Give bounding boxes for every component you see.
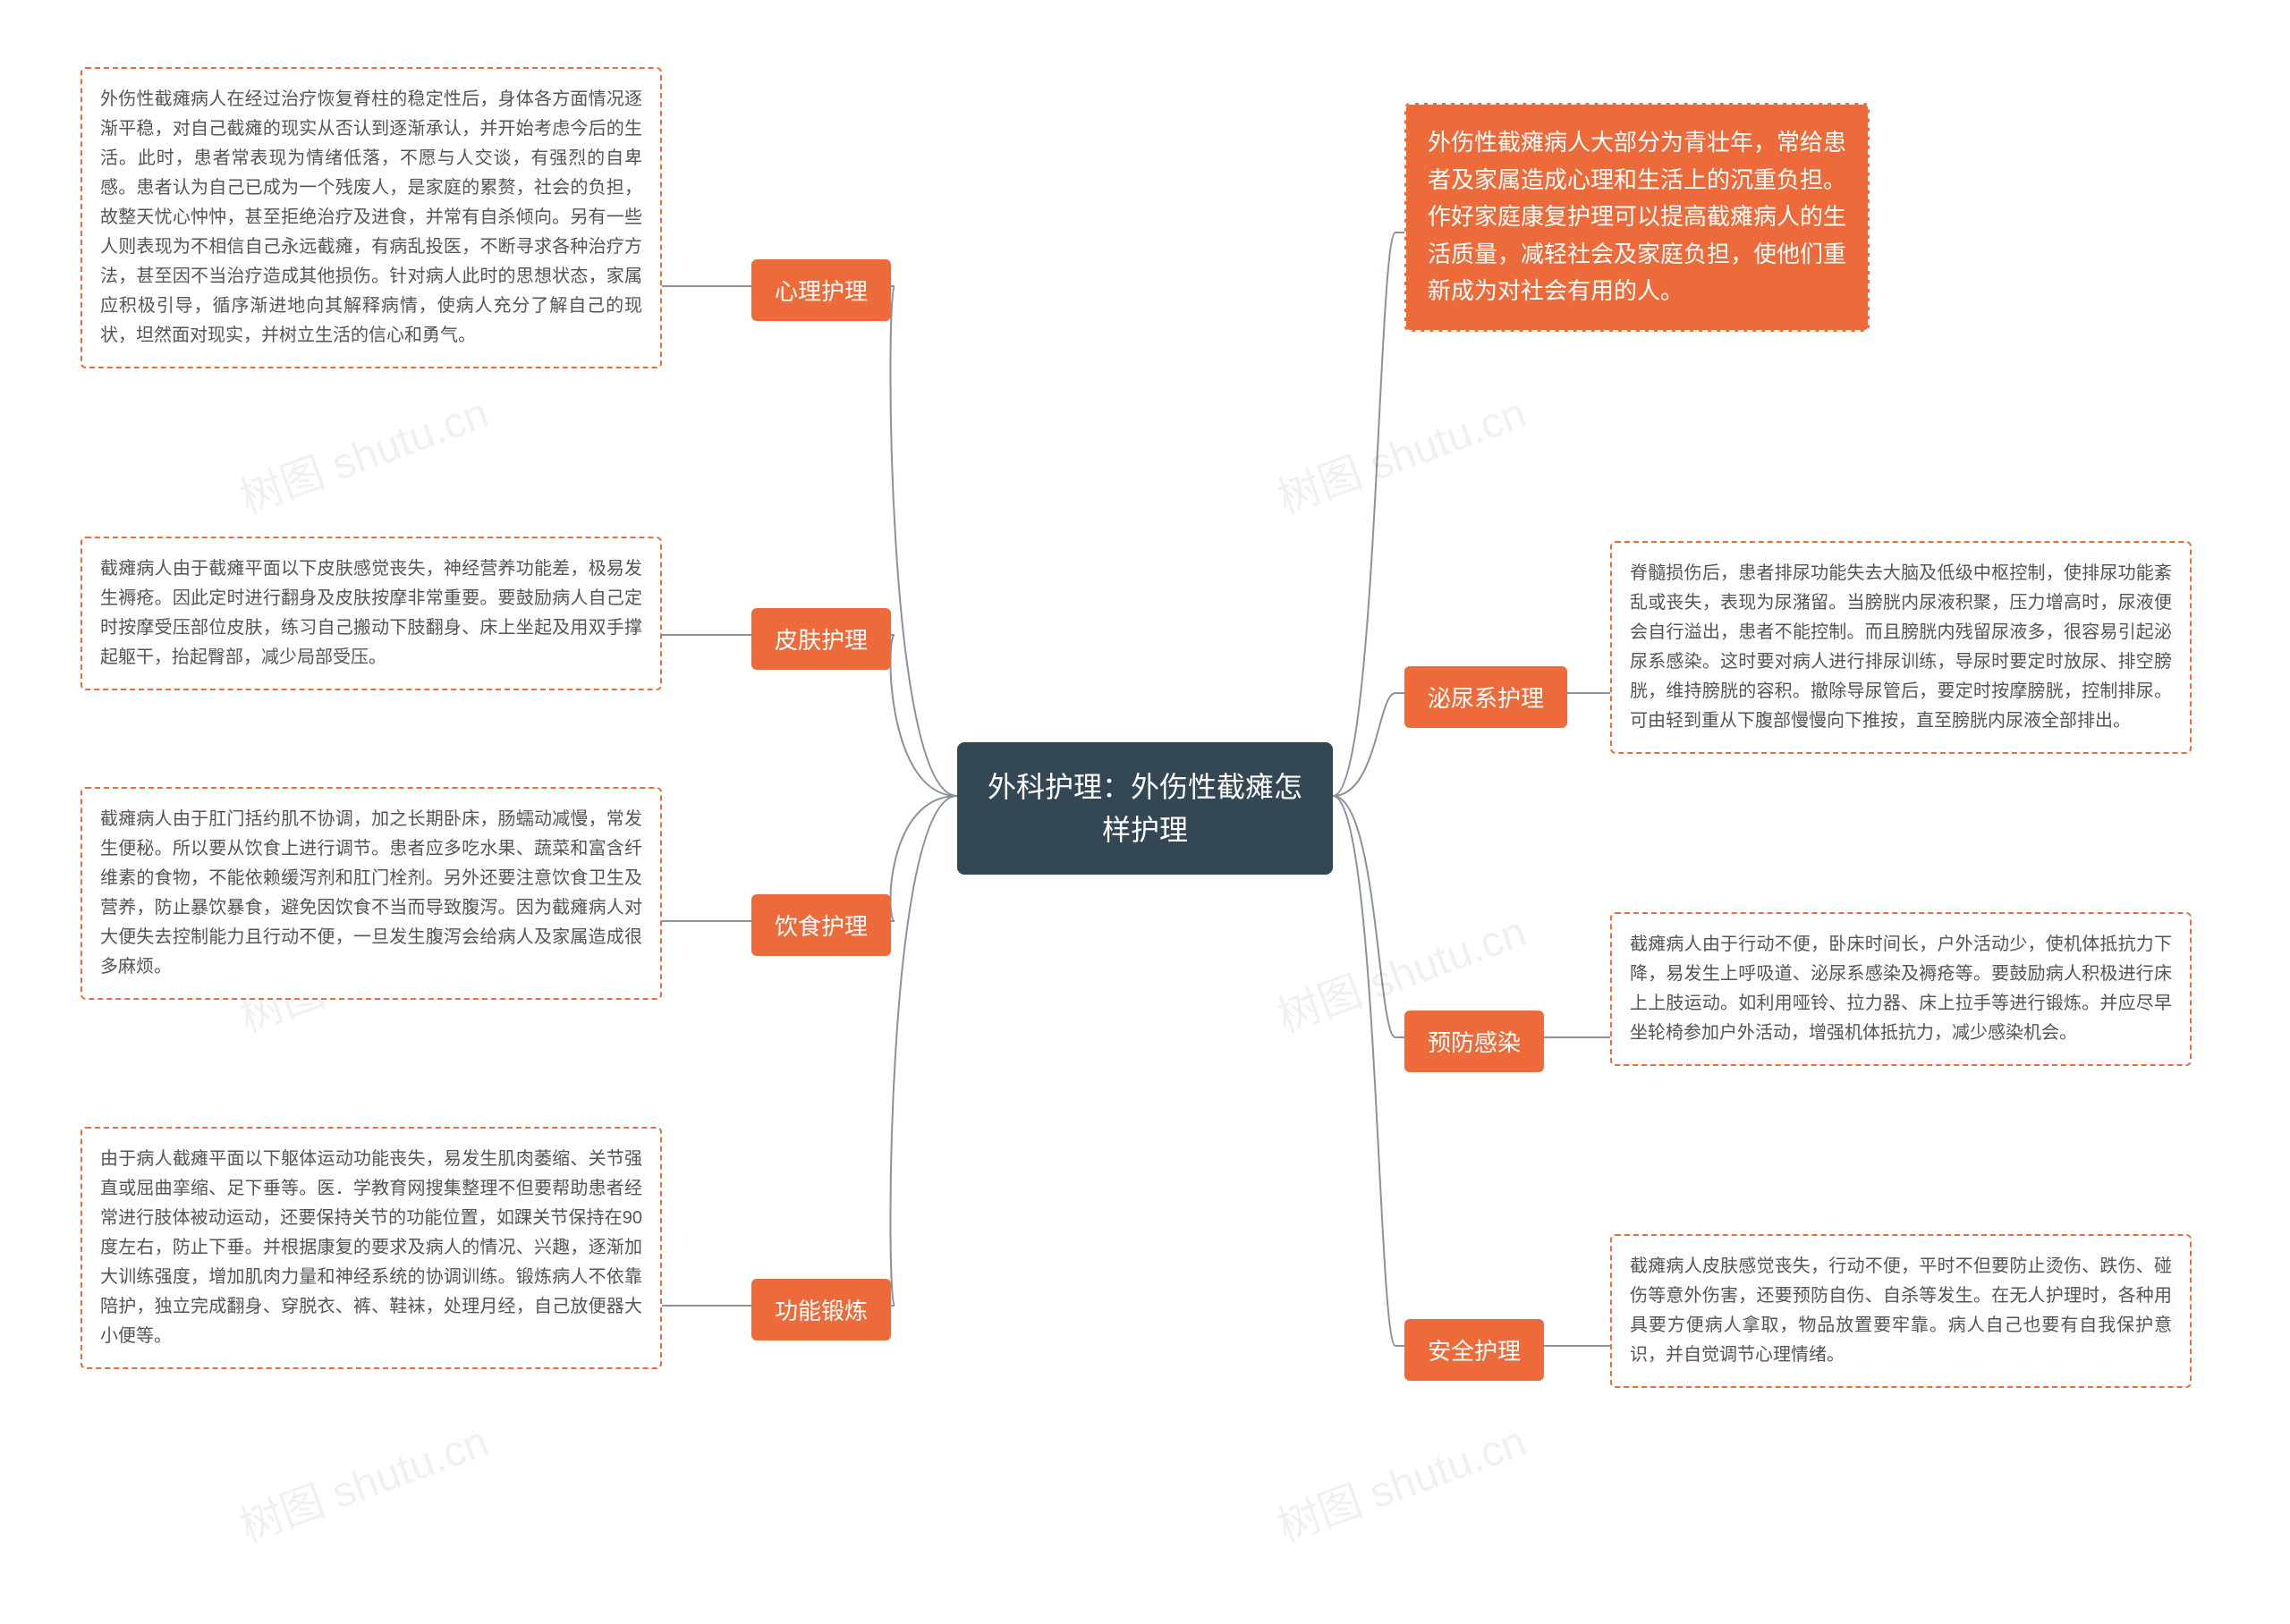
branch-label-right: 安全护理 xyxy=(1404,1319,1544,1381)
center-topic: 外科护理：外伤性截瘫怎样护理 xyxy=(957,742,1333,875)
watermark: 树图 shutu.cn xyxy=(1268,1406,1533,1553)
branch-label-left: 皮肤护理 xyxy=(751,608,891,670)
leaf-left: 截瘫病人由于肛门括约肌不协调，加之长期卧床，肠蠕动减慢，常发生便秘。所以要从饮食… xyxy=(81,787,662,1000)
branch-label-right: 预防感染 xyxy=(1404,1011,1544,1072)
branch-label-right: 泌尿系护理 xyxy=(1404,666,1567,728)
leaf-left: 截瘫病人由于截瘫平面以下皮肤感觉丧失，神经营养功能差，极易发生褥疮。因此定时进行… xyxy=(81,537,662,690)
branch-label-left: 功能锻炼 xyxy=(751,1279,891,1341)
intro-leaf: 外伤性截瘫病人大部分为青壮年，常给患者及家属造成心理和生活上的沉重负担。作好家庭… xyxy=(1404,103,1870,332)
watermark: 树图 shutu.cn xyxy=(230,377,496,525)
branch-label-left: 饮食护理 xyxy=(751,894,891,956)
branch-label-left: 心理护理 xyxy=(751,259,891,321)
leaf-right: 脊髓损伤后，患者排尿功能失去大脑及低级中枢控制，使排尿功能紊乱或丧失，表现为尿潴… xyxy=(1610,541,2192,754)
watermark: 树图 shutu.cn xyxy=(230,1406,496,1553)
leaf-right: 截瘫病人皮肤感觉丧失，行动不便，平时不但要防止烫伤、跌伤、碰伤等意外伤害，还要预… xyxy=(1610,1234,2192,1388)
leaf-right: 截瘫病人由于行动不便，卧床时间长，户外活动少，使机体抵抗力下降，易发生上呼吸道、… xyxy=(1610,912,2192,1066)
leaf-left: 由于病人截瘫平面以下躯体运动功能丧失，易发生肌肉萎缩、关节强直或屈曲挛缩、足下垂… xyxy=(81,1127,662,1369)
leaf-left: 外伤性截瘫病人在经过治疗恢复脊柱的稳定性后，身体各方面情况逐渐平稳，对自己截瘫的… xyxy=(81,67,662,368)
watermark: 树图 shutu.cn xyxy=(1268,377,1533,525)
